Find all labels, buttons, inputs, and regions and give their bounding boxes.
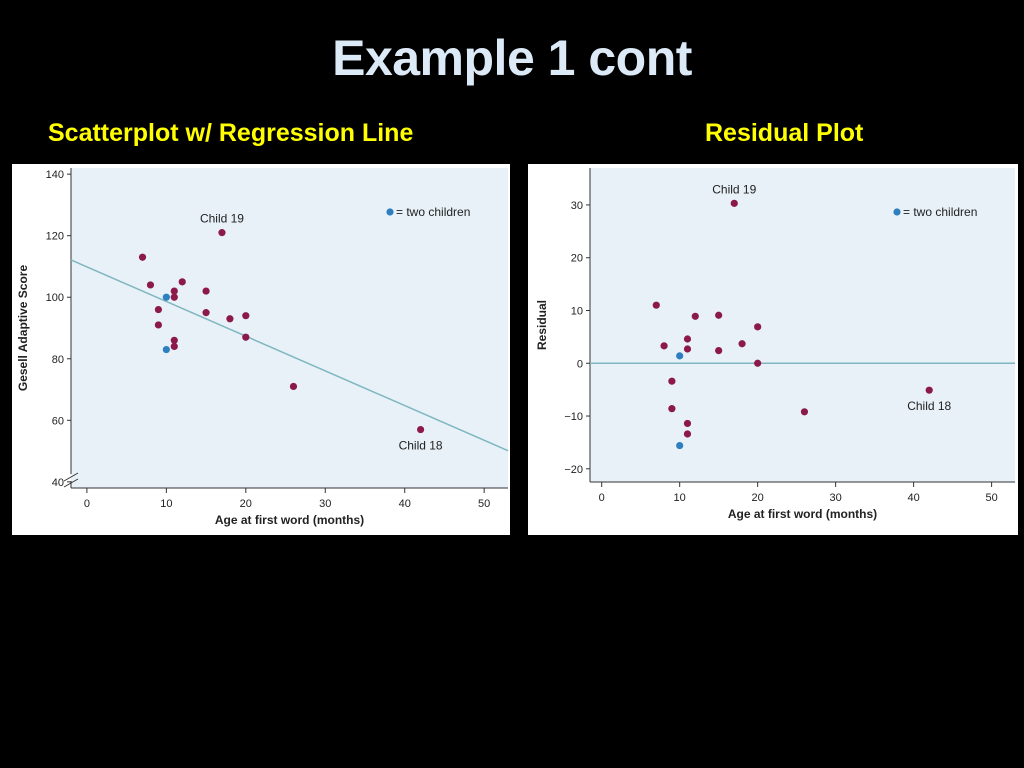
scatter-data-point bbox=[226, 315, 234, 323]
scatter-x-tick-label: 0 bbox=[84, 498, 90, 510]
residual-annotation-label: Child 18 bbox=[907, 399, 951, 413]
scatter-regression-line bbox=[70, 259, 509, 452]
scatter-data-point bbox=[170, 287, 178, 295]
scatter-data-point bbox=[202, 309, 210, 317]
scatter-x-tick-label: 50 bbox=[478, 498, 490, 510]
residual-x-tick-label: 50 bbox=[985, 492, 997, 504]
residual-x-tick-label: 40 bbox=[907, 492, 919, 504]
scatter-y-tick-label: 60 bbox=[52, 415, 64, 427]
scatter-x-tick-label: 20 bbox=[240, 498, 252, 510]
scatter-double-point bbox=[162, 293, 170, 301]
scatterplot-heading: Scatterplot w/ Regression Line bbox=[48, 119, 414, 147]
scatter-y-tick-label: 80 bbox=[52, 354, 64, 366]
residual-data-point bbox=[800, 408, 809, 416]
scatter-axis-break-mark bbox=[63, 478, 79, 488]
scatter-x-tick-label: 10 bbox=[160, 498, 172, 510]
residual-plot-heading: Residual Plot bbox=[705, 119, 864, 147]
residual-y-axis-title: Residual bbox=[535, 300, 549, 350]
scatter-data-point bbox=[178, 278, 186, 286]
residual-plot-chart: −20 −10 0 10 20 30 0 10 20 30 40 50 Age at first wor… bbox=[528, 164, 1018, 535]
residual-data-point bbox=[738, 340, 746, 348]
residual-y-tick-label: −10 bbox=[564, 411, 583, 423]
scatterplot-svg: 40 60 80 100 120 140 0 10 20 30 40 50 Age at first w… bbox=[16, 168, 509, 527]
scatter-legend-marker bbox=[386, 208, 394, 216]
scatter-axis-break-mark bbox=[63, 472, 79, 482]
scatter-x-tick-label: 30 bbox=[319, 498, 331, 510]
scatter-data-point bbox=[417, 425, 425, 434]
residual-annotation-label: Child 19 bbox=[712, 182, 756, 196]
scatter-legend-label: = two children bbox=[396, 205, 470, 219]
residual-data-point bbox=[668, 405, 676, 413]
scatter-plot-area bbox=[71, 168, 508, 488]
residual-x-tick-label: 10 bbox=[674, 492, 686, 504]
residual-data-point bbox=[715, 311, 723, 319]
residual-data-point bbox=[715, 346, 723, 355]
residual-data-point bbox=[754, 323, 762, 331]
residual-plot-area bbox=[590, 168, 1015, 482]
residual-data-point bbox=[668, 377, 676, 385]
residual-data-point bbox=[683, 430, 692, 438]
scatter-y-tick-label: 140 bbox=[46, 169, 64, 181]
scatter-annotation-label: Child 18 bbox=[399, 439, 443, 453]
residual-x-tick-label: 30 bbox=[830, 492, 842, 504]
residual-legend-label: = two children bbox=[903, 205, 977, 219]
residual-data-point bbox=[683, 419, 692, 428]
residual-data-point bbox=[652, 301, 660, 309]
residual-data-point bbox=[925, 386, 933, 394]
residual-y-tick-label: −20 bbox=[564, 464, 583, 476]
residual-legend-marker bbox=[893, 208, 901, 216]
scatter-data-point bbox=[154, 305, 162, 314]
residual-data-point bbox=[683, 345, 692, 353]
residual-y-tick-label: 30 bbox=[571, 200, 583, 212]
residual-data-point bbox=[691, 312, 699, 320]
scatter-y-axis-title: Gesell Adaptive Score bbox=[16, 265, 30, 392]
residual-data-point bbox=[730, 199, 738, 207]
scatter-double-point bbox=[162, 345, 170, 354]
scatter-y-tick-label: 40 bbox=[52, 477, 64, 489]
slide-title: Example 1 cont bbox=[332, 30, 692, 86]
scatter-y-tick-label: 120 bbox=[46, 231, 64, 243]
scatter-annotation-label: Child 19 bbox=[200, 212, 244, 226]
residual-double-point bbox=[676, 352, 684, 360]
scatter-data-point bbox=[202, 287, 210, 295]
scatter-y-tick-label: 100 bbox=[46, 292, 64, 304]
residual-data-point bbox=[754, 359, 762, 367]
scatter-data-point bbox=[289, 382, 298, 391]
residual-data-point bbox=[683, 335, 692, 343]
residual-x-tick-label: 0 bbox=[599, 492, 605, 504]
scatter-data-point bbox=[154, 321, 162, 329]
scatter-data-point bbox=[170, 336, 178, 344]
scatter-data-point bbox=[242, 333, 250, 341]
scatter-x-axis-title: Age at first word (months) bbox=[215, 513, 364, 527]
residual-x-tick-label: 20 bbox=[752, 492, 764, 504]
scatter-data-point bbox=[170, 293, 178, 301]
residual-y-tick-label: 0 bbox=[577, 358, 583, 370]
scatterplot-chart: 40 60 80 100 120 140 0 10 20 30 40 50 Age at first w… bbox=[12, 164, 510, 535]
scatter-x-tick-label: 40 bbox=[399, 498, 411, 510]
residual-y-tick-label: 10 bbox=[571, 305, 583, 317]
residual-x-axis-title: Age at first word (months) bbox=[728, 507, 877, 521]
scatter-data-point bbox=[138, 253, 147, 261]
residual-plot-svg: −20 −10 0 10 20 30 0 10 20 30 40 50 Age at first wor… bbox=[535, 168, 1015, 521]
residual-double-point bbox=[676, 441, 684, 450]
scatter-data-point bbox=[242, 312, 250, 320]
residual-y-tick-label: 20 bbox=[571, 253, 583, 265]
scatter-data-point bbox=[170, 342, 178, 351]
residual-data-point bbox=[660, 342, 668, 350]
scatter-data-point bbox=[146, 281, 155, 289]
scatter-data-point bbox=[218, 229, 226, 237]
